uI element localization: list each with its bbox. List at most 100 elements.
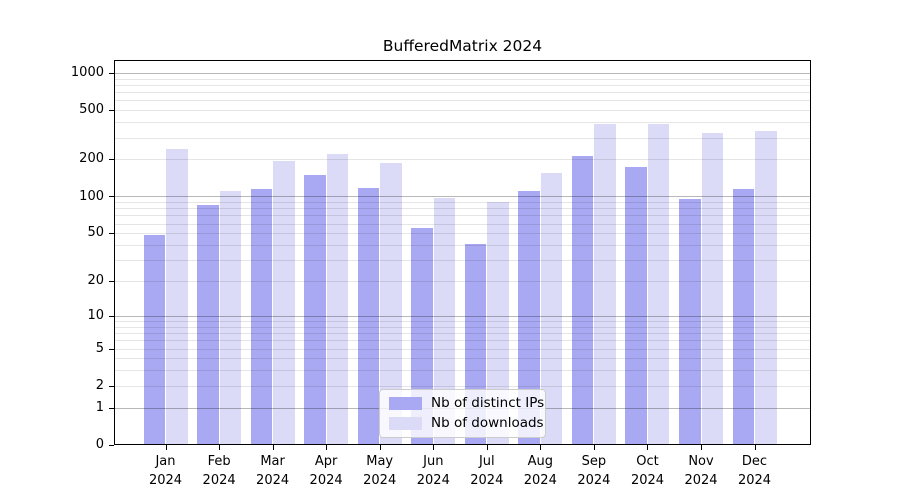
y-tick-mark xyxy=(109,408,114,409)
gridline-minor xyxy=(114,245,811,246)
gridline-minor xyxy=(114,224,811,225)
bar-distinct-ips xyxy=(357,187,380,444)
y-tick-mark xyxy=(109,73,114,74)
y-tick-label: 20 xyxy=(87,273,104,288)
x-tick-label: Sep 2024 xyxy=(577,454,611,488)
bar-downloads xyxy=(273,160,295,444)
legend: Nb of distinct IPs Nb of downloads xyxy=(379,389,546,438)
y-tick-mark xyxy=(109,386,114,387)
gridline-minor xyxy=(114,85,811,86)
y-tick-mark xyxy=(109,316,114,317)
bar-downloads xyxy=(701,133,723,444)
bar-downloads xyxy=(326,154,349,444)
y-tick-mark xyxy=(109,445,114,446)
gridline-minor xyxy=(114,260,811,261)
bar-downloads xyxy=(487,202,509,444)
gridline-minor xyxy=(114,92,811,93)
x-tick-mark xyxy=(540,445,541,450)
x-tick-mark xyxy=(701,445,702,450)
gridline-minor xyxy=(114,358,811,359)
bar-distinct-ips xyxy=(197,205,219,444)
legend-swatch-downloads xyxy=(389,417,422,430)
bar-downloads xyxy=(647,124,670,444)
bar-distinct-ips xyxy=(250,189,273,444)
gridline-minor xyxy=(114,215,811,216)
gridline-minor xyxy=(114,340,811,341)
legend-label-distinct-ips: Nb of distinct IPs xyxy=(431,395,545,411)
x-tick-mark xyxy=(166,445,167,450)
y-tick-label: 100 xyxy=(79,188,104,204)
gridline-minor xyxy=(114,208,811,209)
gridline-minor xyxy=(114,202,811,203)
gridline-minor xyxy=(114,386,811,387)
x-tick-label: Dec 2024 xyxy=(737,454,772,488)
gridline-minor xyxy=(114,122,811,123)
gridline-minor xyxy=(114,321,811,322)
gridline-minor xyxy=(114,281,811,282)
bar-distinct-ips xyxy=(304,174,326,444)
x-tick-mark xyxy=(273,445,274,450)
legend-label-downloads: Nb of downloads xyxy=(431,415,544,431)
bar-downloads xyxy=(433,197,456,444)
y-tick-label: 0 xyxy=(95,437,104,452)
x-tick-mark xyxy=(755,445,756,450)
gridline-minor xyxy=(114,138,811,139)
bar-distinct-ips xyxy=(625,166,647,444)
gridline-minor xyxy=(114,79,811,80)
y-tick-label: 1 xyxy=(95,399,104,415)
x-tick-mark xyxy=(433,445,434,450)
y-tick-mark xyxy=(109,349,114,350)
x-tick-mark xyxy=(219,445,220,450)
bar-downloads xyxy=(755,130,777,444)
gridline-major xyxy=(114,73,811,74)
bar-distinct-ips xyxy=(143,235,165,444)
chart-title: BufferedMatrix 2024 xyxy=(382,37,543,55)
bar-downloads xyxy=(380,163,402,444)
y-tick-label: 500 xyxy=(79,102,104,118)
bar-downloads xyxy=(166,148,188,444)
x-tick-mark xyxy=(647,445,648,450)
gridline-major xyxy=(114,316,811,317)
x-tick-label: Apr 2024 xyxy=(309,454,343,488)
y-tick-label: 5 xyxy=(95,340,104,356)
gridline-minor xyxy=(114,370,811,371)
gridline-minor xyxy=(114,159,811,160)
legend-row-downloads: Nb of downloads xyxy=(389,416,544,431)
legend-swatch-distinct-ips xyxy=(389,397,422,410)
bar-downloads xyxy=(540,173,563,444)
y-tick-label: 200 xyxy=(79,151,104,167)
y-tick-label: 1000 xyxy=(70,64,104,80)
y-tick-mark xyxy=(109,281,114,282)
x-tick-mark xyxy=(380,445,381,450)
gridline-minor xyxy=(114,333,811,334)
gridline-minor xyxy=(114,100,811,101)
gridline-minor xyxy=(114,233,811,234)
legend-row-distinct-ips: Nb of distinct IPs xyxy=(389,396,544,411)
y-tick-mark xyxy=(109,233,114,234)
x-tick-label: Jan 2024 xyxy=(148,454,183,488)
gridline-minor xyxy=(114,327,811,328)
bar-distinct-ips xyxy=(732,189,755,444)
x-tick-label: Oct 2024 xyxy=(630,454,665,488)
gridline-minor xyxy=(114,349,811,350)
bar-distinct-ips xyxy=(679,199,701,444)
x-tick-label: Nov 2024 xyxy=(684,454,718,488)
bar-downloads xyxy=(219,191,242,444)
x-tick-mark xyxy=(326,445,327,450)
x-tick-label: Feb 2024 xyxy=(202,454,236,488)
x-tick-mark xyxy=(487,445,488,450)
y-tick-mark xyxy=(109,196,114,197)
x-tick-label: Jun 2024 xyxy=(416,454,450,488)
y-tick-label: 2 xyxy=(95,377,104,393)
x-tick-label: May 2024 xyxy=(363,454,397,488)
x-tick-label: Jul 2024 xyxy=(470,454,504,488)
bar-downloads xyxy=(594,124,616,444)
x-tick-label: Mar 2024 xyxy=(256,454,290,488)
bar-distinct-ips xyxy=(518,191,540,444)
y-tick-mark xyxy=(109,110,114,111)
gridline-minor xyxy=(114,110,811,111)
x-tick-label: Aug 2024 xyxy=(523,454,557,488)
y-tick-label: 10 xyxy=(87,307,104,323)
y-tick-label: 50 xyxy=(87,225,104,241)
